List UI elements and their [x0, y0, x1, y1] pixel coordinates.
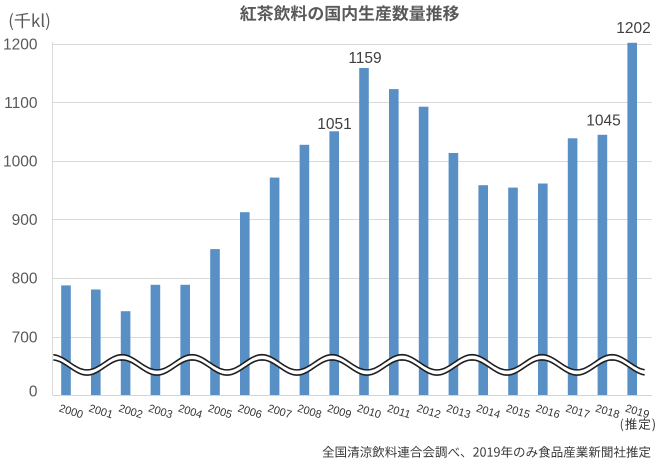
svg-text:900: 900 [12, 212, 38, 229]
svg-text:1159: 1159 [348, 50, 381, 67]
svg-text:1051: 1051 [317, 116, 351, 133]
svg-text:700: 700 [12, 329, 38, 346]
svg-text:1000: 1000 [3, 154, 38, 171]
svg-text:1200: 1200 [3, 36, 38, 53]
svg-text:1202: 1202 [616, 20, 650, 37]
svg-text:800: 800 [12, 271, 38, 288]
svg-text:0: 0 [29, 384, 38, 401]
svg-text:1100: 1100 [4, 95, 38, 112]
svg-text:1045: 1045 [586, 112, 620, 129]
